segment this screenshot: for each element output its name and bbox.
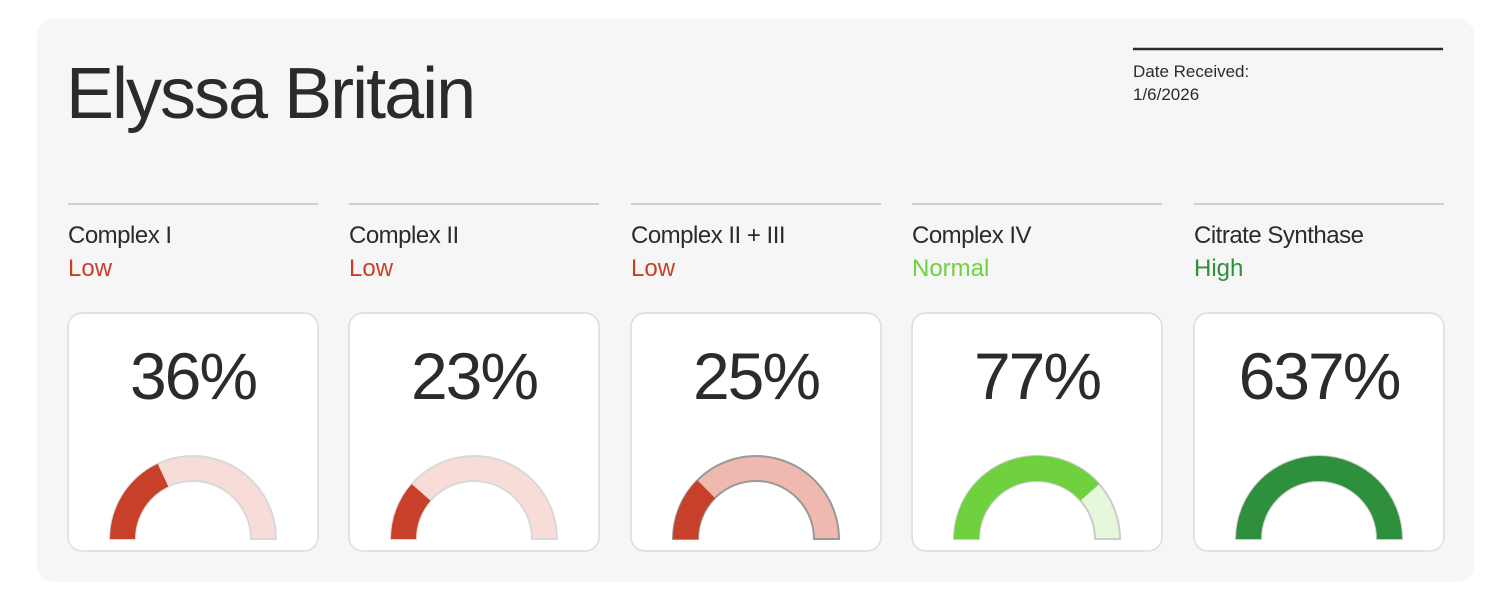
gauge-fill — [391, 484, 431, 539]
value-label: 23% — [411, 339, 537, 413]
date-value: 1/6/2026 — [1133, 85, 1199, 104]
gauge-track — [671, 455, 841, 540]
status: Normal — [912, 255, 989, 282]
gauge-fill — [110, 463, 169, 539]
value-label: 36% — [130, 339, 256, 413]
card-title: Complex I — [68, 222, 172, 249]
value-label: 637% — [1239, 339, 1400, 413]
gauge-fill — [673, 480, 715, 539]
gauge-fill — [954, 455, 1100, 539]
card-title: Complex II + III — [631, 222, 785, 249]
status: Low — [349, 255, 394, 282]
card-title: Citrate Synthase — [1194, 222, 1364, 249]
card-title: Complex II — [349, 222, 459, 249]
gauge-track — [389, 455, 559, 540]
status: Low — [68, 255, 113, 282]
value-label: 77% — [974, 339, 1100, 413]
status: High — [1194, 255, 1243, 282]
status: Low — [631, 255, 676, 282]
date-label: Date Received: — [1133, 62, 1249, 81]
value-label: 25% — [693, 339, 819, 413]
gauge-fill — [1236, 456, 1402, 539]
card-title: Complex IV — [912, 222, 1032, 249]
patient-name: Elyssa Britain — [66, 54, 474, 134]
